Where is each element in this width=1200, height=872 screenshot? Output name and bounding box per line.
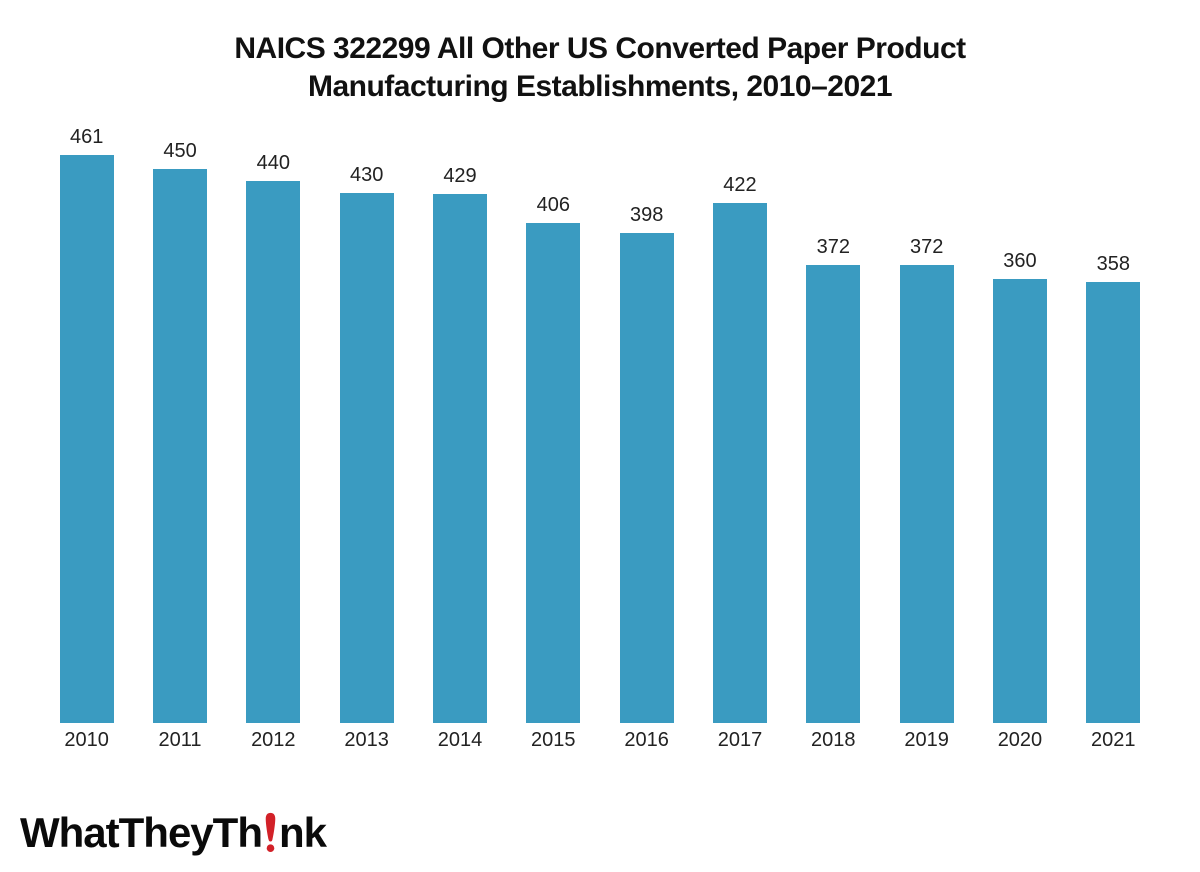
- chart-x-axis-labels: 2010201120122013201420152016201720182019…: [40, 729, 1160, 752]
- bar-column: 461: [40, 126, 133, 723]
- bar: [60, 155, 114, 723]
- x-axis-label: 2020: [973, 729, 1066, 752]
- bar-value-label: 450: [163, 140, 196, 163]
- bar-value-label: 372: [817, 236, 850, 259]
- bar: [246, 181, 300, 723]
- bar-value-label: 422: [723, 174, 756, 197]
- bar-value-label: 429: [443, 165, 476, 188]
- bar-value-label: 461: [70, 126, 103, 149]
- x-axis-label: 2019: [880, 729, 973, 752]
- bar: [526, 223, 580, 723]
- bar-column: 429: [413, 165, 506, 723]
- x-axis-label: 2015: [507, 729, 600, 752]
- chart-wrap: 461 450 440 430 429 406 398 422 372 372 360 358 201…: [40, 123, 1160, 752]
- x-axis-label: 2017: [693, 729, 786, 752]
- bar-column: 398: [600, 204, 693, 723]
- bar: [153, 169, 207, 723]
- x-axis-label: 2014: [413, 729, 506, 752]
- bar-column: 372: [787, 236, 880, 723]
- bar-value-label: 430: [350, 164, 383, 187]
- bar-column: 440: [227, 152, 320, 723]
- chart-title-line1: NAICS 322299 All Other US Converted Pape…: [234, 32, 965, 65]
- brand-logo: WhatTheyTh nk: [20, 811, 326, 854]
- bar-column: 406: [507, 194, 600, 723]
- x-axis-label: 2012: [227, 729, 320, 752]
- bar-value-label: 398: [630, 204, 663, 227]
- bar-column: 422: [693, 174, 786, 723]
- bar: [993, 279, 1047, 723]
- x-axis-label: 2021: [1067, 729, 1160, 752]
- x-axis-label: 2011: [133, 729, 226, 752]
- bar: [433, 194, 487, 723]
- chart-plot-area: 461 450 440 430 429 406 398 422 372 372 360 358: [40, 123, 1160, 723]
- bar: [620, 233, 674, 723]
- bar-column: 360: [973, 250, 1066, 723]
- bar-value-label: 406: [537, 194, 570, 217]
- bar: [900, 265, 954, 723]
- exclamation-icon: [260, 811, 281, 858]
- bar-column: 430: [320, 164, 413, 723]
- bar: [713, 203, 767, 723]
- x-axis-label: 2018: [787, 729, 880, 752]
- bar-column: 372: [880, 236, 973, 723]
- chart-title-line2: Manufacturing Establishments, 2010–2021: [308, 70, 892, 103]
- bar-column: 358: [1067, 253, 1160, 723]
- bar: [340, 193, 394, 723]
- x-axis-label: 2010: [40, 729, 133, 752]
- chart-page: NAICS 322299 All Other US Converted Pape…: [0, 0, 1200, 872]
- bar-value-label: 372: [910, 236, 943, 259]
- chart-title: NAICS 322299 All Other US Converted Pape…: [40, 30, 1160, 105]
- bar-value-label: 358: [1097, 253, 1130, 276]
- logo-text-before: WhatTheyTh: [20, 812, 262, 854]
- x-axis-label: 2016: [600, 729, 693, 752]
- x-axis-label: 2013: [320, 729, 413, 752]
- bar: [1086, 282, 1140, 723]
- bar-value-label: 360: [1003, 250, 1036, 273]
- logo-text-after: nk: [279, 812, 326, 854]
- bar-column: 450: [133, 140, 226, 723]
- bar: [806, 265, 860, 723]
- bar-value-label: 440: [257, 152, 290, 175]
